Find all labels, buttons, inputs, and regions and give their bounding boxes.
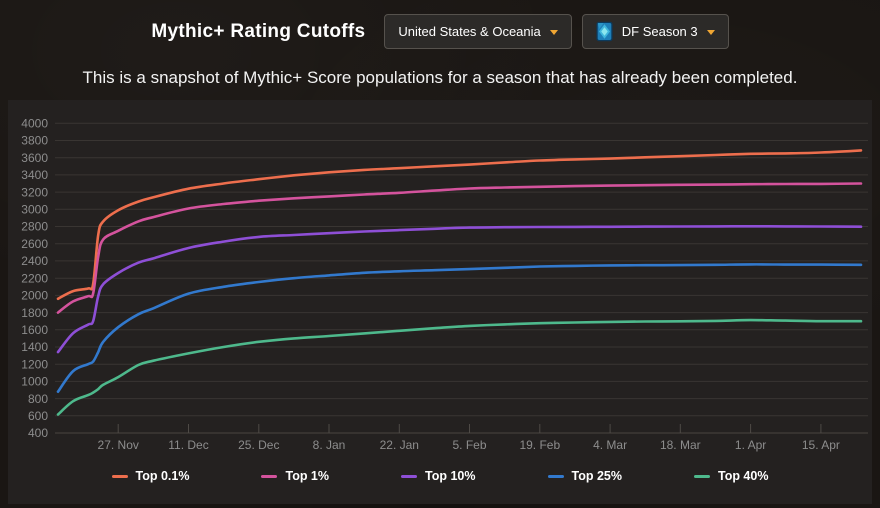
series-line-top-25-[interactable] — [56, 263, 863, 393]
legend-item[interactable]: Top 10% — [401, 469, 476, 483]
legend-item[interactable]: Top 1% — [261, 469, 329, 483]
legend-label: Top 0.1% — [135, 469, 190, 483]
x-tick-label: 18. Mar — [660, 438, 701, 452]
x-tick-label: 1. Apr — [735, 438, 766, 452]
x-axis: 27. Nov 11. Dec 25. Dec 8. Jan 22. Jan 5. Feb… — [98, 424, 840, 452]
legend-marker — [401, 474, 418, 478]
x-tick-label: 8. Jan — [313, 438, 346, 452]
x-tick-label: 5. Feb — [452, 438, 486, 452]
page-title: Mythic+ Rating Cutoffs — [151, 20, 366, 42]
region-dropdown-label: United States & Oceania — [398, 24, 541, 39]
y-tick-label: 800 — [28, 392, 48, 406]
region-dropdown[interactable]: United States & Oceania — [384, 14, 572, 49]
y-tick-label: 2800 — [21, 220, 48, 234]
y-tick-label: 400 — [28, 426, 48, 440]
y-tick-label: 1400 — [21, 340, 48, 354]
legend-marker — [111, 474, 128, 478]
mythic-rating-cutoffs-chart[interactable]: 400 600 800 1000 1200 1400 1600 1800 2000 2200 240… — [8, 100, 872, 456]
chevron-down-icon — [706, 29, 715, 35]
legend-marker — [547, 474, 564, 478]
legend-label: Top 40% — [717, 469, 769, 483]
season-dropdown-label: DF Season 3 — [621, 24, 698, 39]
chevron-down-icon — [549, 29, 558, 35]
legend-label: Top 25% — [571, 469, 622, 483]
series-line-top-40-[interactable] — [56, 318, 863, 416]
gem-icon — [596, 21, 613, 42]
x-tick-label: 27. Nov — [98, 438, 139, 452]
x-tick-label: 15. Apr — [802, 438, 840, 452]
y-tick-label: 1800 — [21, 306, 48, 320]
y-tick-label: 2600 — [21, 237, 48, 251]
chart-panel: 400 600 800 1000 1200 1400 1600 1800 2000 2200 240… — [8, 100, 872, 504]
chart-legend: Top 0.1% Top 1% Top 10% Top 25% Top 40% — [8, 469, 872, 483]
x-tick-label: 25. Dec — [238, 438, 279, 452]
x-tick-label: 11. Dec — [168, 438, 208, 452]
y-tick-label: 3800 — [21, 134, 48, 148]
legend-item[interactable]: Top 25% — [547, 469, 622, 483]
y-tick-label: 2000 — [21, 289, 48, 303]
y-tick-label: 3400 — [21, 168, 48, 182]
series-line-top-0-1-[interactable] — [56, 149, 863, 301]
header-bar: Mythic+ Rating Cutoffs United States & O… — [0, 14, 880, 49]
x-tick-label: 19. Feb — [519, 438, 560, 452]
series-line-top-1-[interactable] — [56, 182, 863, 314]
x-tick-label: 4. Mar — [593, 438, 627, 452]
y-tick-label: 4000 — [21, 117, 48, 131]
y-axis: 400 600 800 1000 1200 1400 1600 1800 2000 2200 240… — [21, 117, 868, 440]
page-subtitle: This is a snapshot of Mythic+ Score popu… — [82, 68, 798, 87]
legend-marker — [261, 474, 278, 478]
legend-item[interactable]: Top 0.1% — [111, 469, 190, 483]
y-tick-label: 600 — [28, 409, 48, 423]
legend-marker — [693, 474, 710, 478]
x-tick-label: 22. Jan — [380, 438, 419, 452]
y-tick-label: 1000 — [21, 375, 48, 389]
y-tick-label: 3600 — [21, 151, 48, 165]
legend-item[interactable]: Top 40% — [693, 469, 769, 483]
y-tick-label: 2200 — [21, 271, 48, 285]
y-tick-label: 3000 — [21, 203, 48, 217]
legend-label: Top 1% — [285, 469, 330, 483]
legend-label: Top 10% — [425, 469, 476, 483]
y-tick-label: 2400 — [21, 254, 48, 268]
series-line-top-10-[interactable] — [56, 225, 863, 354]
y-tick-label: 1600 — [21, 323, 48, 337]
season-dropdown[interactable]: DF Season 3 — [581, 14, 729, 49]
y-tick-label: 3200 — [21, 185, 48, 199]
y-tick-label: 1200 — [21, 357, 48, 371]
